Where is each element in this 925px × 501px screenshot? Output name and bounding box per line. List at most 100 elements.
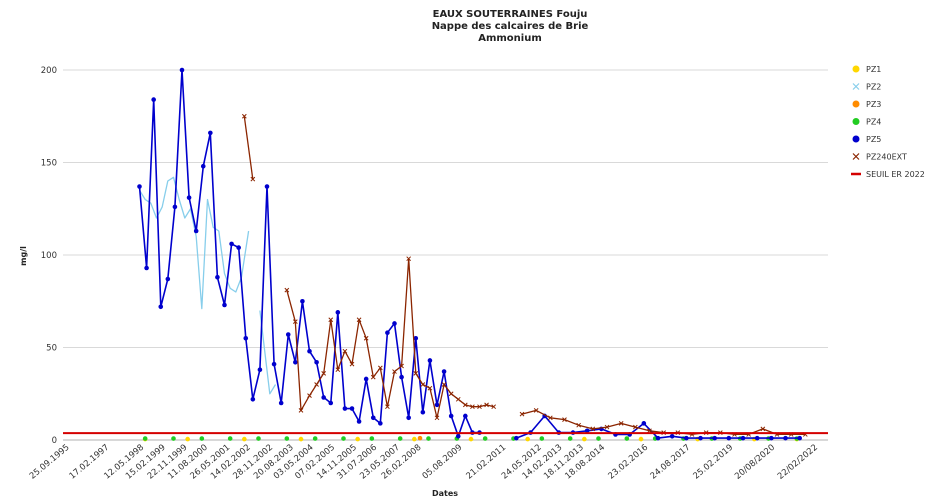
data-point [533, 408, 539, 413]
legend-marker [852, 153, 860, 160]
data-point [215, 274, 220, 280]
data-point [397, 436, 403, 441]
x-tick-label: 05.08.2009 [421, 443, 465, 482]
data-point [434, 402, 440, 408]
data-point [171, 436, 176, 441]
data-point [355, 436, 360, 442]
data-point [426, 436, 431, 441]
data-point [369, 436, 375, 441]
data-point [335, 310, 341, 315]
data-point [193, 228, 199, 234]
legend-item: PZ5 [852, 135, 881, 144]
data-point [158, 304, 164, 310]
series-pz5 [137, 67, 802, 441]
x-tick-label: 25.09.1995 [28, 443, 72, 482]
data-point [547, 415, 553, 421]
data-point [455, 396, 461, 402]
legend-marker [852, 65, 860, 73]
data-point [250, 176, 256, 182]
data-point [328, 317, 334, 323]
legend-marker [852, 135, 860, 143]
data-point [417, 435, 423, 441]
legend-item: PZ2 [852, 83, 881, 92]
data-point [420, 382, 426, 387]
legend-item: PZ4 [852, 118, 881, 127]
data-point [624, 436, 630, 441]
legend-item: PZ3 [852, 100, 881, 109]
data-point [285, 332, 291, 337]
data-point [406, 256, 412, 262]
legend-label: PZ5 [866, 135, 881, 144]
x-axis-label: Dates [432, 489, 458, 498]
data-point [582, 436, 587, 442]
data-point [769, 435, 774, 441]
x-tick-label: 25.02.2019 [691, 443, 735, 482]
data-point [462, 402, 468, 408]
data-point [519, 411, 525, 417]
y-tick-label: 100 [41, 251, 57, 261]
data-point [484, 402, 489, 408]
data-point [562, 417, 567, 423]
chart-title-line-1: EAUX SOUTERRAINES Fouju [433, 9, 588, 20]
data-point [144, 265, 149, 271]
data-point [385, 404, 390, 410]
data-point [468, 436, 474, 442]
data-point [399, 363, 404, 369]
data-point [399, 374, 404, 380]
data-point [307, 393, 312, 398]
y-tick-label: 0 [52, 436, 57, 446]
data-point [300, 298, 305, 304]
data-point [314, 382, 319, 387]
data-point [363, 335, 369, 341]
x-tick-label: 22/02/2022 [776, 443, 820, 482]
data-point [342, 406, 348, 411]
data-point [257, 367, 263, 373]
data-point [250, 397, 256, 402]
data-point [641, 421, 647, 426]
data-point [292, 319, 298, 324]
series-line [521, 409, 806, 436]
data-point [647, 428, 652, 434]
data-point [185, 436, 190, 442]
data-point [229, 241, 234, 247]
data-point [413, 371, 419, 376]
data-point [293, 360, 298, 365]
data-point [165, 276, 171, 282]
plot-area [63, 67, 828, 442]
legend-marker [852, 83, 860, 90]
data-point [284, 287, 290, 293]
data-point [227, 436, 233, 441]
legend-marker [852, 118, 860, 125]
data-point [590, 426, 596, 432]
data-point [349, 406, 355, 411]
data-point [370, 415, 376, 421]
legend-item: SEUIL ER 2022 [851, 170, 925, 179]
data-point [241, 113, 247, 119]
legend-label: PZ4 [866, 118, 881, 127]
y-tick-label: 50 [46, 344, 57, 354]
data-point [271, 361, 277, 367]
legend: PZ1 PZ2 PZ3 PZ4 PZ5 PZ240EXT SEUIL ER 2022 [851, 65, 925, 179]
data-point [385, 330, 390, 336]
y-tick-label: 200 [41, 66, 57, 76]
data-point [618, 420, 624, 426]
x-tick-label: 23.02.2016 [606, 443, 650, 482]
data-point [349, 361, 355, 367]
data-point [567, 436, 573, 441]
data-point [448, 391, 454, 397]
data-point [342, 348, 348, 354]
data-point [356, 317, 362, 323]
data-point [222, 302, 227, 308]
data-point [754, 435, 760, 441]
y-tick-labels: 0 50 100 150 200 [41, 66, 57, 446]
data-point [514, 435, 519, 441]
series-line [259, 310, 277, 395]
data-point [298, 408, 304, 413]
series-line [286, 258, 494, 419]
data-point [463, 413, 468, 419]
legend-label: PZ1 [866, 65, 881, 74]
data-point [312, 436, 318, 441]
legend-item: PZ240EXT [852, 153, 907, 162]
data-point [420, 409, 426, 415]
data-point [284, 436, 290, 441]
